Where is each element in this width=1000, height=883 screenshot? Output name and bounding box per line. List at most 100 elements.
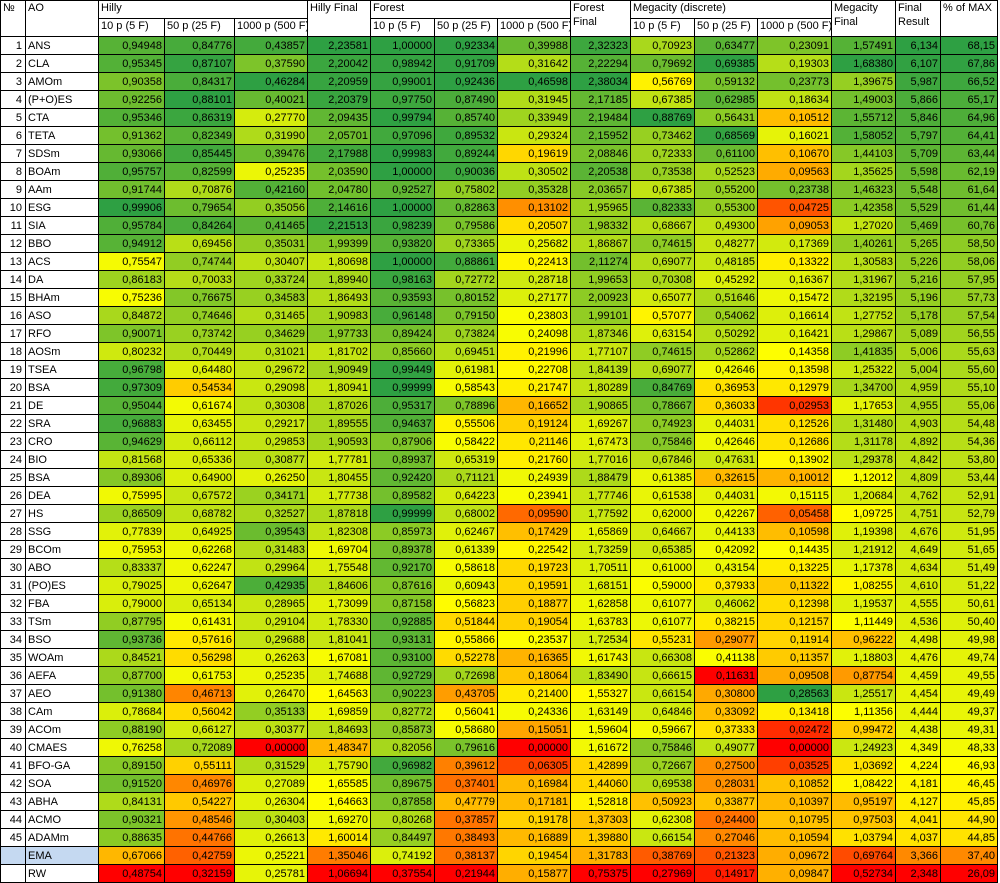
cell-megacity-1000p: 0,13418: [757, 702, 832, 721]
cell-final-result: 4,955: [895, 396, 941, 415]
cell-forest-final: 1,95965: [570, 198, 631, 217]
cell-megacity-1000p: 0,28563: [757, 684, 832, 703]
cell-hilly-50p: 0,70449: [164, 342, 235, 361]
cell-forest-50p: 0,89532: [434, 126, 498, 145]
row-ao-name: DEA: [25, 486, 99, 505]
cell-hilly-1000p: 0,28965: [234, 594, 308, 613]
row-index: 15: [0, 288, 26, 307]
cell-pct-max: 53,80: [940, 450, 998, 469]
cell-final-result: 5,196: [895, 288, 941, 307]
cell-megacity-10p: 0,74615: [630, 234, 695, 253]
cell-hilly-10p: 0,90358: [98, 72, 165, 91]
cell-megacity-50p: 0,44133: [694, 522, 758, 541]
cell-hilly-10p: 0,93736: [98, 630, 165, 649]
cell-megacity-50p: 0,44031: [694, 486, 758, 505]
cell-megacity-final: 1,03692: [831, 756, 896, 775]
cell-final-result: 5,598: [895, 162, 941, 181]
row-ao-name: BSA: [25, 468, 99, 487]
cell-forest-1000p: 0,19591: [497, 576, 571, 595]
cell-hilly-10p: 0,84872: [98, 306, 165, 325]
table-row: 4 (P+O)ES 0,92256 0,88101 0,40021 2,20379 0,97…: [0, 90, 998, 109]
cell-hilly-1000p: 0,35031: [234, 234, 308, 253]
cell-hilly-final: 1,99399: [307, 234, 371, 253]
row-ao-name: RFO: [25, 324, 99, 343]
cell-forest-1000p: 0,06305: [497, 756, 571, 775]
cell-forest-10p: 0,74192: [370, 846, 435, 865]
cell-megacity-50p: 0,55200: [694, 180, 758, 199]
cell-megacity-1000p: 0,12686: [757, 432, 832, 451]
cell-forest-50p: 0,69451: [434, 342, 498, 361]
cell-forest-final: 1,61672: [570, 738, 631, 757]
cell-forest-1000p: 0,17181: [497, 792, 571, 811]
cell-final-result: 5,216: [895, 270, 941, 289]
cell-hilly-50p: 0,64480: [164, 360, 235, 379]
cell-final-result: 4,349: [895, 738, 941, 757]
cell-forest-10p: 0,37554: [370, 864, 435, 883]
cell-hilly-50p: 0,79654: [164, 198, 235, 217]
cell-megacity-50p: 0,52862: [694, 342, 758, 361]
cell-megacity-final: 1,20684: [831, 486, 896, 505]
cell-hilly-1000p: 0,30377: [234, 720, 308, 739]
table-row: 22 SRA 0,96883 0,63455 0,29217 1,89555 0,94637…: [0, 414, 998, 433]
cell-forest-1000p: 0,19124: [497, 414, 571, 433]
cell-forest-50p: 0,90036: [434, 162, 498, 181]
cell-megacity-1000p: 0,12398: [757, 594, 832, 613]
cell-megacity-1000p: 0,11357: [757, 648, 832, 667]
cell-hilly-50p: 0,68782: [164, 504, 235, 523]
cell-pct-max: 57,73: [940, 288, 998, 307]
row-ao-name: AMOm: [25, 72, 99, 91]
cell-forest-final: 1,77746: [570, 486, 631, 505]
cell-forest-1000p: 0,19454: [497, 846, 571, 865]
cell-hilly-1000p: 0,25235: [234, 666, 308, 685]
cell-forest-10p: 0,93593: [370, 288, 435, 307]
cell-hilly-1000p: 0,26304: [234, 792, 308, 811]
cell-hilly-1000p: 0,31483: [234, 540, 308, 559]
row-ao-name: SOA: [25, 774, 99, 793]
cell-final-result: 4,610: [895, 576, 941, 595]
cell-forest-final: 1,52818: [570, 792, 631, 811]
cell-megacity-10p: 0,62000: [630, 504, 695, 523]
cell-megacity-50p: 0,27500: [694, 756, 758, 775]
cell-megacity-10p: 0,79692: [630, 54, 695, 73]
cell-megacity-final: 0,52734: [831, 864, 896, 883]
cell-megacity-final: 0,99472: [831, 720, 896, 739]
cell-forest-10p: 0,82056: [370, 738, 435, 757]
cell-forest-10p: 1,00000: [370, 162, 435, 181]
cell-hilly-10p: 0,91744: [98, 180, 165, 199]
cell-megacity-final: 1,44103: [831, 144, 896, 163]
cell-megacity-1000p: 0,15115: [757, 486, 832, 505]
cell-megacity-50p: 0,11631: [694, 666, 758, 685]
row-index: 14: [0, 270, 26, 289]
cell-hilly-final: 1,80455: [307, 468, 371, 487]
cell-pct-max: 64,96: [940, 108, 998, 127]
cell-hilly-50p: 0,73742: [164, 324, 235, 343]
cell-forest-10p: 0,93820: [370, 234, 435, 253]
cell-hilly-final: 1,69859: [307, 702, 371, 721]
cell-hilly-10p: 0,97309: [98, 378, 165, 397]
cell-megacity-10p: 0,61000: [630, 558, 695, 577]
cell-megacity-10p: 0,65077: [630, 288, 695, 307]
cell-final-result: 5,987: [895, 72, 941, 91]
cell-forest-1000p: 0,23941: [497, 486, 571, 505]
cell-hilly-final: 2,20379: [307, 90, 371, 109]
cell-hilly-1000p: 0,29672: [234, 360, 308, 379]
row-ao-name: BOAm: [25, 162, 99, 181]
cell-pct-max: 55,06: [940, 396, 998, 415]
cell-megacity-1000p: 0,16021: [757, 126, 832, 145]
row-index: 32: [0, 594, 26, 613]
cell-megacity-10p: 0,67385: [630, 180, 695, 199]
cell-pct-max: 45,85: [940, 792, 998, 811]
cell-hilly-final: 1,65585: [307, 774, 371, 793]
cell-forest-final: 1,61743: [570, 648, 631, 667]
cell-forest-50p: 0,58422: [434, 432, 498, 451]
cell-hilly-10p: 0,96883: [98, 414, 165, 433]
cell-megacity-1000p: 0,14358: [757, 342, 832, 361]
cell-megacity-final: 1,03794: [831, 828, 896, 847]
cell-forest-1000p: 0,22542: [497, 540, 571, 559]
cell-megacity-final: 1,08255: [831, 576, 896, 595]
table-row: 38 CAm 0,78684 0,56042 0,35133 1,69859 0,82772…: [0, 702, 998, 721]
cell-megacity-50p: 0,59132: [694, 72, 758, 91]
cell-forest-10p: 1,00000: [370, 36, 435, 55]
cell-hilly-10p: 0,76258: [98, 738, 165, 757]
